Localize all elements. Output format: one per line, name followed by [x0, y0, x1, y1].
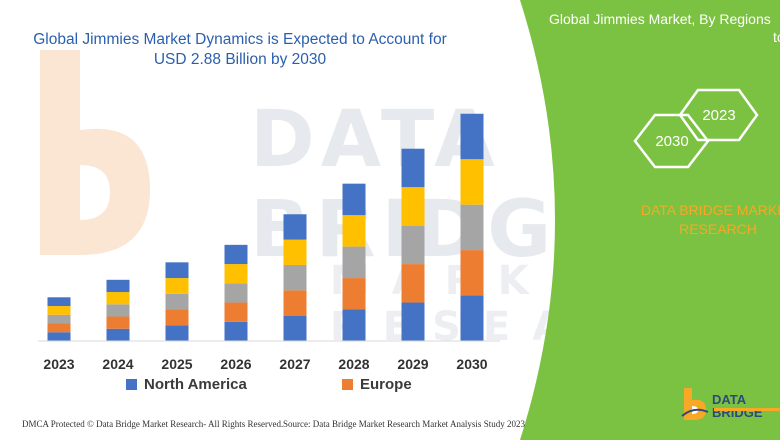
hexagon-2030: 2030 [633, 113, 710, 169]
x-tick-label-2023: 2023 [43, 356, 74, 372]
legend-item-north-america: North America [126, 376, 247, 393]
x-tick-label-2025: 2025 [161, 356, 192, 372]
bar-2027-segment-2 [283, 290, 307, 316]
bar-2024-segment-3 [106, 304, 130, 317]
bar-2030-segment-1 [460, 295, 484, 341]
bar-2028-segment-3 [342, 246, 366, 279]
bar-2028-segment-1 [342, 309, 366, 341]
bar-2024-segment-5 [106, 279, 130, 293]
legend-swatch [126, 379, 137, 390]
x-tick-label-2027: 2027 [279, 356, 310, 372]
footer-copyright: DMCA Protected © Data Bridge Market Rese… [22, 419, 284, 429]
bar-2029-segment-3 [401, 225, 425, 265]
bar-2025-segment-5 [165, 262, 189, 279]
bar-2023-segment-2 [47, 323, 71, 333]
brand-text: DATA BRIDGE MARKET RESEARCH [628, 201, 780, 239]
bar-2023-segment-4 [47, 306, 71, 315]
bar-2024-segment-1 [106, 328, 130, 341]
bar-2027-segment-5 [283, 214, 307, 240]
bar-2029-segment-5 [401, 148, 425, 188]
bar-2024-segment-4 [106, 292, 130, 305]
legend-label: Europe [360, 376, 412, 393]
bar-2023-segment-1 [47, 332, 71, 341]
bar-2024-segment-2 [106, 316, 130, 329]
footer-source: Source: Data Bridge Market Research Mark… [283, 419, 525, 429]
stacked-bar-chart: 2023 2024 2025 2026 2027 2028 2029 2030 [38, 113, 500, 372]
x-tick-label-2028: 2028 [338, 356, 369, 372]
logo-text: DATA BRIDGE [712, 392, 763, 420]
bar-2030-segment-3 [460, 204, 484, 251]
logo-underline [714, 408, 780, 411]
legend-label: North America [144, 376, 247, 393]
bar-2026-segment-4 [224, 264, 248, 284]
legend-swatch [342, 379, 353, 390]
bar-2025-segment-3 [165, 293, 189, 310]
bar-2025-segment-1 [165, 325, 189, 341]
bar-2026-segment-2 [224, 302, 248, 322]
brand-line1: DATA BRIDGE MARKET [640, 202, 780, 218]
bar-2027-segment-3 [283, 264, 307, 291]
chart-title: Global Jimmies Market Dynamics is Expect… [33, 31, 447, 68]
bar-2030-segment-5 [460, 113, 484, 160]
bars-group [47, 113, 484, 341]
bar-2029-segment-4 [401, 187, 425, 226]
bar-2025-segment-4 [165, 278, 189, 294]
bar-2028-segment-2 [342, 278, 366, 310]
bar-2029-segment-2 [401, 264, 425, 303]
bar-2026-segment-1 [224, 321, 248, 341]
bar-2023-segment-5 [47, 297, 71, 307]
brand-line2: RESEARCH [679, 221, 757, 237]
bar-2028-segment-4 [342, 215, 366, 247]
bar-2029-segment-1 [401, 302, 425, 341]
x-tick-label-2024: 2024 [102, 356, 133, 372]
panel-title: Global Jimmies Market, By Regions [549, 11, 771, 27]
hex-year-2023: 2023 [702, 107, 735, 124]
legend-item-europe: Europe [342, 376, 412, 393]
bar-2025-segment-2 [165, 309, 189, 326]
panel-title-cont: to [773, 29, 780, 45]
watermark-line1: DATA BRIDGE [250, 95, 617, 275]
x-tick-label-2029: 2029 [397, 356, 428, 372]
hex-year-2030: 2030 [655, 133, 688, 150]
bar-2030-segment-4 [460, 159, 484, 205]
x-ticks-group: 2023 2024 2025 2026 2027 2028 2029 2030 [43, 356, 487, 372]
bar-2026-segment-3 [224, 283, 248, 303]
bar-2027-segment-4 [283, 239, 307, 265]
data-bridge-logo-icon [681, 388, 709, 420]
x-tick-label-2026: 2026 [220, 356, 251, 372]
region-panel: 2023 2030 [520, 0, 780, 440]
watermark-logo-icon [40, 50, 150, 255]
bar-2028-segment-5 [342, 183, 366, 216]
bar-2023-segment-3 [47, 314, 71, 324]
x-tick-label-2030: 2030 [456, 356, 487, 372]
bar-2026-segment-5 [224, 244, 248, 265]
bar-2030-segment-2 [460, 250, 484, 296]
bar-2027-segment-1 [283, 315, 307, 341]
